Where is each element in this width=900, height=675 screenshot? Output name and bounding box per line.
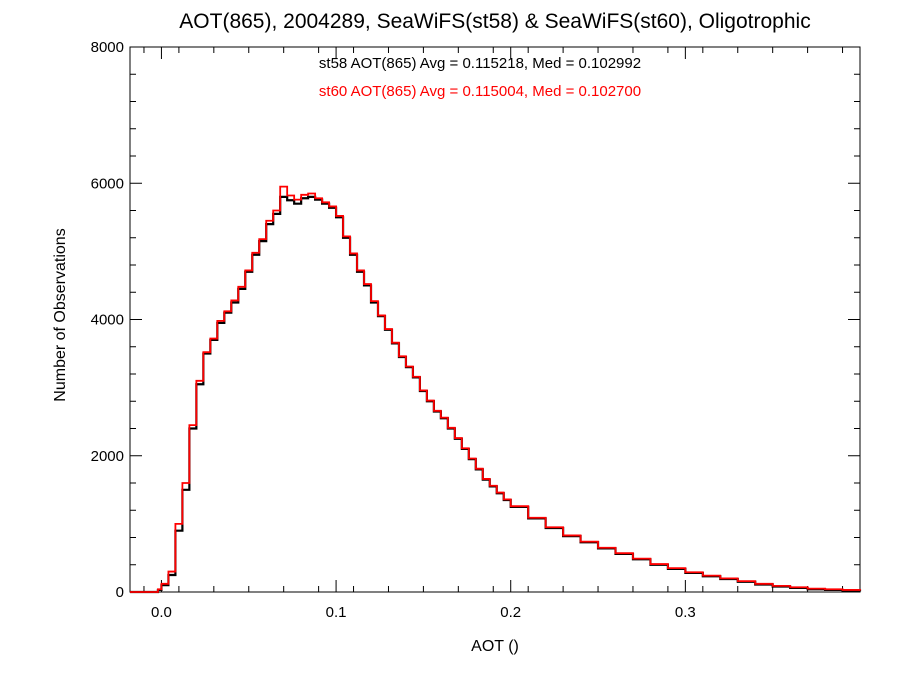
y-tick-label: 8000 [91,39,124,56]
annotation-st58: st58 AOT(865) Avg = 0.115218, Med = 0.10… [319,55,641,72]
series-st60-line [130,185,861,593]
y-axis-label: Number of Observations [52,228,69,401]
series-st58-line [130,195,862,594]
x-tick-label: 0.0 [151,604,172,621]
y-tick-label: 4000 [91,312,124,329]
axis-ticks: 0 2000 4000 6000 8000 0.0 0.1 0.2 0.3 [91,39,860,621]
x-tick-label: 0.3 [675,604,696,621]
series-layer [130,185,862,594]
chart-title: AOT(865), 2004289, SeaWiFS(st58) & SeaWi… [179,10,810,33]
x-tick-label: 0.2 [500,604,521,621]
y-tick-label: 0 [116,584,124,601]
y-tick-label: 6000 [91,175,124,192]
y-tick-label: 2000 [91,448,124,465]
x-tick-label: 0.1 [326,604,347,621]
plot-frame [129,46,861,593]
x-axis-label: AOT () [471,638,519,655]
annotation-st60: st60 AOT(865) Avg = 0.115004, Med = 0.10… [319,83,641,100]
